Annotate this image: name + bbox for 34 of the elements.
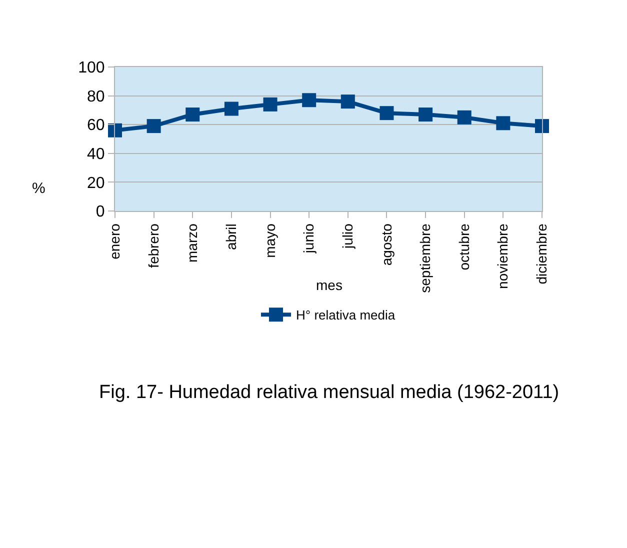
point: [224, 102, 238, 116]
x-tick-label: septiembre: [417, 223, 434, 293]
x-tick-label: abril: [223, 224, 239, 250]
y-tick-label: 40: [87, 146, 105, 163]
point: [496, 116, 510, 130]
x-tick-label: diciembre: [534, 223, 550, 284]
x-tick-label: julio: [339, 223, 356, 250]
y-tick-label: 80: [87, 88, 105, 106]
x-tick-label: febrero: [145, 223, 162, 268]
y-tick-label: 100: [78, 60, 105, 77]
x-tick-label: noviembre: [494, 223, 511, 289]
point: [457, 110, 472, 124]
point: [535, 119, 549, 134]
point: [186, 108, 200, 122]
y-tick-label: 20: [87, 174, 105, 192]
point: [380, 106, 394, 120]
x-tick-label: enero: [106, 223, 123, 260]
x-axis-title: mes: [316, 277, 342, 293]
point: [263, 97, 278, 112]
point: [418, 108, 433, 122]
x-tick-label: mayo: [262, 223, 278, 258]
point: [146, 119, 161, 134]
x-tick-label: agosto: [378, 223, 394, 266]
x-tick-label: octubre: [456, 223, 472, 270]
point: [302, 93, 316, 108]
x-tick-label: junio: [300, 223, 317, 254]
y-tick-label: 0: [96, 204, 105, 221]
point: [108, 123, 122, 138]
point: [340, 94, 355, 109]
y-axis-title: %: [32, 180, 46, 197]
legend-label: H° relativa media: [296, 308, 396, 323]
x-tick-label: marzo: [184, 223, 200, 263]
y-tick-label: 60: [87, 117, 105, 134]
caption: Fig. 17- Humedad relativa mensual media (1962-2011): [99, 382, 560, 403]
